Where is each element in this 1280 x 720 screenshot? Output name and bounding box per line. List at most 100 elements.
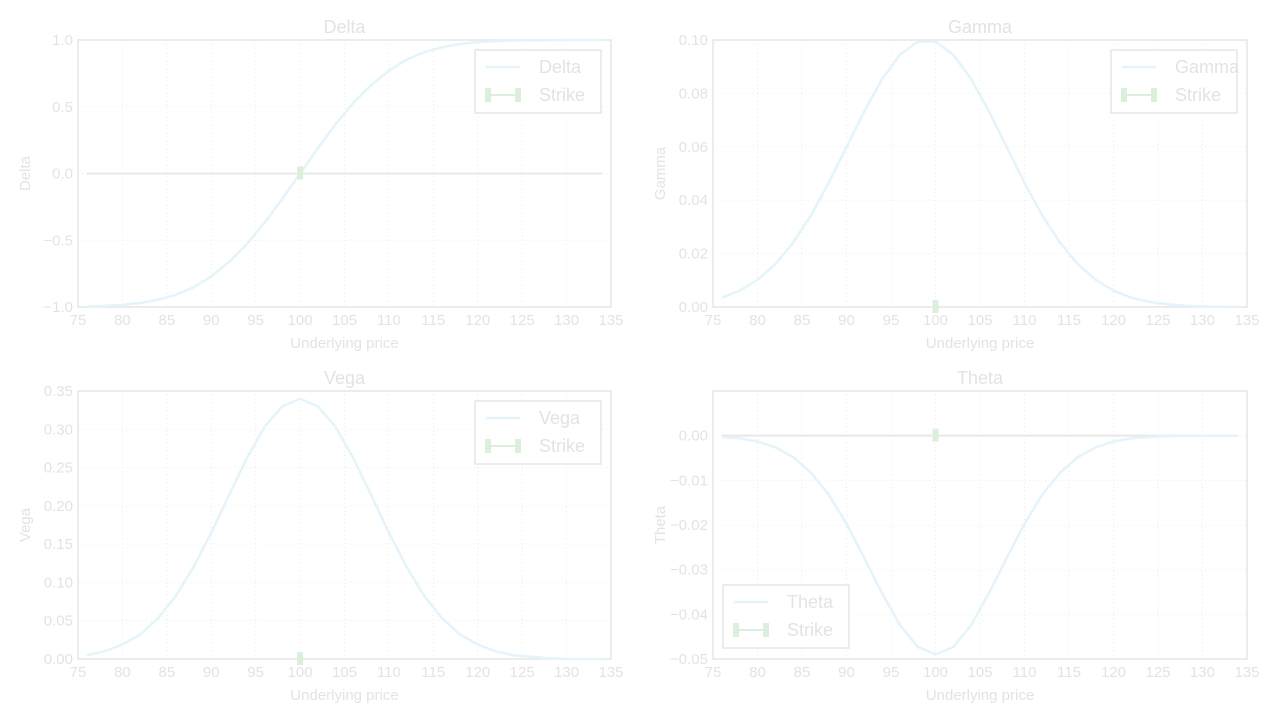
y-tick-label: 1.0 (52, 32, 73, 49)
y-tick-label: −1.0 (43, 299, 73, 316)
y-tick-label: −0.01 (670, 472, 708, 489)
legend-frame (474, 49, 602, 114)
y-tick-label: 0.0 (52, 166, 73, 183)
x-tick-label: 90 (203, 664, 220, 681)
x-tick-label: 115 (421, 312, 445, 329)
legend-errorbar-cap-icon (1121, 88, 1127, 102)
x-tick-label: 75 (70, 664, 87, 681)
axes-frame (77, 390, 612, 660)
x-tick-label: 95 (883, 664, 900, 681)
axes-frame (712, 390, 1248, 660)
x-tick-label: 135 (598, 664, 623, 681)
panel-gamma: 75 80 85 90 95 100 105 110 115 120 125 130 135 0.00 0.… (652, 17, 1260, 352)
x-tick-label: 120 (465, 664, 490, 681)
y-tick-label: 0.35 (44, 383, 73, 400)
x-tick-label: 90 (838, 664, 855, 681)
x-tick-label: 110 (1013, 664, 1037, 681)
y-tick-label: 0.25 (44, 460, 73, 477)
chart-title: Theta (957, 368, 1004, 388)
legend-frame (722, 584, 850, 649)
x-tick-label: 110 (377, 664, 401, 681)
x-tick-label: 110 (1013, 312, 1037, 329)
y-tick-label: 0.02 (679, 246, 708, 263)
strike-marker (932, 300, 939, 313)
legend-label: Theta (787, 592, 834, 612)
x-tick-label: 80 (114, 664, 131, 681)
x-tick-label: 130 (1190, 312, 1215, 329)
x-tick-label: 130 (554, 664, 579, 681)
legend-label: Delta (539, 57, 582, 77)
legend: Theta Strike (722, 584, 850, 649)
x-tick-label: 95 (883, 312, 900, 329)
x-tick-label: 100 (923, 664, 948, 681)
series-line-vega (86, 397, 603, 661)
x-tick-label: 95 (247, 664, 264, 681)
x-tick-label: 135 (1234, 312, 1259, 329)
axes-frame (712, 39, 1248, 308)
y-tick-label: 0.30 (44, 421, 73, 438)
y-tick-label: 0.06 (679, 139, 708, 156)
x-tick-label: 105 (332, 664, 357, 681)
x-tick-label: 130 (554, 312, 579, 329)
x-axis-label: Underlying price (926, 687, 1034, 704)
y-tick-label: −0.04 (670, 606, 708, 623)
y-tick-label: 0.00 (679, 299, 708, 316)
legend-frame (474, 400, 602, 465)
panel-theta: 75 80 85 90 95 100 105 110 115 120 125 130 135 −0.05 −… (652, 368, 1260, 704)
x-axis-label: Underlying price (926, 335, 1034, 352)
legend-errorbar-cap-icon (515, 88, 521, 102)
panel-vega: 75 80 85 90 95 100 105 110 115 120 125 130 135 0.00 0.… (17, 368, 624, 704)
axes-frame (77, 39, 612, 308)
x-tick-label: 80 (749, 312, 766, 329)
x-tick-label: 90 (203, 312, 220, 329)
strike-marker (297, 652, 304, 665)
legend-errorbar-cap-icon (1151, 88, 1157, 102)
series-line-theta (721, 434, 1239, 656)
legend-label: Strike (787, 620, 833, 640)
y-tick-label: 0.15 (44, 536, 73, 553)
x-tick-label: 100 (288, 312, 313, 329)
x-tick-label: 120 (465, 312, 490, 329)
strike-marker (932, 428, 939, 442)
x-tick-label: 105 (967, 312, 992, 329)
x-tick-label: 120 (1101, 312, 1126, 329)
x-tick-label: 85 (794, 664, 811, 681)
legend: Vega Strike (474, 400, 602, 465)
legend-label: Strike (539, 85, 585, 105)
x-tick-label: 80 (114, 312, 131, 329)
y-axis-label: Delta (17, 155, 34, 191)
series-line-delta (86, 38, 603, 308)
legend-label: Gamma (1175, 57, 1240, 77)
x-tick-label: 90 (838, 312, 855, 329)
y-tick-label: 0.08 (679, 85, 708, 102)
x-tick-label: 130 (1190, 664, 1215, 681)
x-tick-label: 125 (510, 312, 535, 329)
y-axis-label: Theta (652, 505, 669, 544)
y-tick-label: −0.05 (670, 651, 708, 668)
y-axis-label: Gamma (652, 146, 669, 200)
legend-errorbar-cap-icon (763, 623, 769, 637)
legend: Delta Strike (474, 49, 602, 114)
y-tick-label: −0.5 (43, 232, 73, 249)
legend-errorbar-cap-icon (515, 439, 521, 453)
legend-label: Strike (539, 436, 585, 456)
x-tick-label: 135 (598, 312, 623, 329)
x-tick-label: 100 (923, 312, 948, 329)
y-tick-label: −0.03 (670, 562, 708, 579)
y-axis-label: Vega (17, 507, 34, 542)
x-axis-label: Underlying price (290, 687, 398, 704)
x-tick-label: 85 (158, 664, 175, 681)
x-tick-label: 75 (70, 312, 87, 329)
x-tick-label: 115 (421, 664, 445, 681)
y-tick-label: 0.10 (679, 32, 708, 49)
x-axis-label: Underlying price (290, 335, 398, 352)
x-tick-label: 125 (510, 664, 535, 681)
x-tick-label: 85 (794, 312, 811, 329)
y-tick-label: 0.00 (679, 428, 708, 445)
y-tick-label: 0.05 (44, 613, 73, 630)
y-tick-label: 0.20 (44, 498, 73, 515)
x-tick-label: 80 (749, 664, 766, 681)
x-tick-label: 75 (705, 664, 722, 681)
x-tick-label: 125 (1145, 664, 1170, 681)
chart-title: Delta (323, 17, 366, 37)
